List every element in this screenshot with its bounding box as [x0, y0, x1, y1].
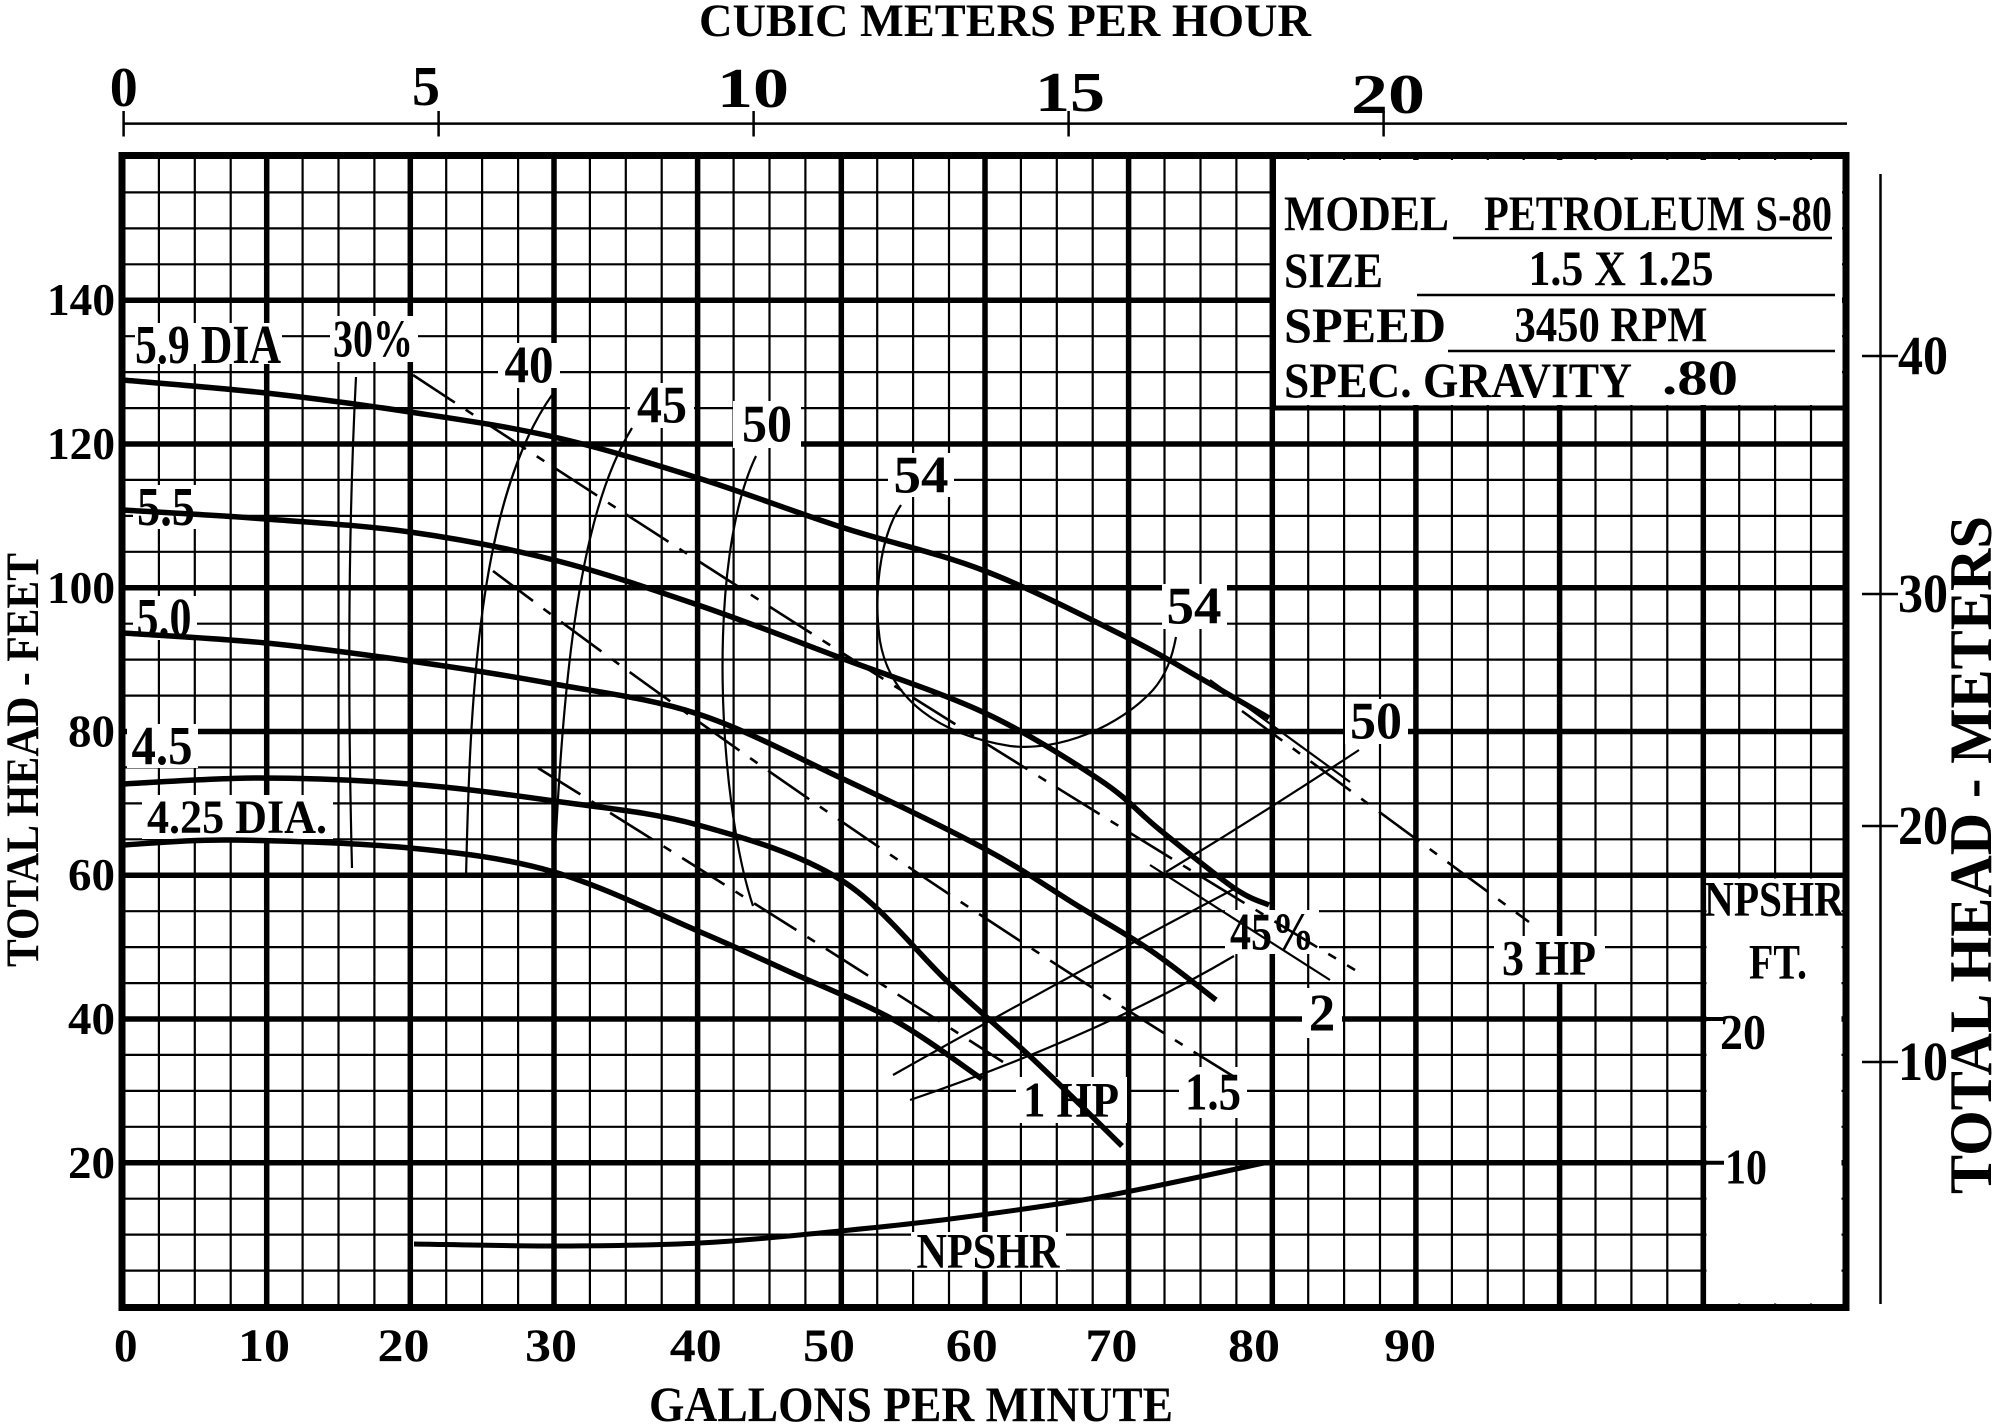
svg-text:2: 2 [1309, 985, 1336, 1043]
svg-text:SIZE: SIZE [1284, 242, 1383, 298]
svg-text:CUBIC METERS PER HOUR: CUBIC METERS PER HOUR [699, 0, 1312, 47]
svg-text:5: 5 [412, 56, 440, 118]
svg-text:15: 15 [1035, 62, 1105, 124]
svg-text:40: 40 [505, 337, 554, 395]
svg-text:120: 120 [47, 418, 115, 469]
svg-text:TOTAL HEAD - METERS: TOTAL HEAD - METERS [1938, 516, 2002, 1194]
svg-text:40: 40 [670, 1320, 722, 1372]
svg-text:1.5: 1.5 [1185, 1064, 1241, 1122]
svg-text:40: 40 [1898, 325, 1948, 386]
svg-text:1.5 X 1.25: 1.5 X 1.25 [1529, 240, 1714, 296]
svg-text:60: 60 [68, 849, 115, 900]
svg-text:SPEC. GRAVITY: SPEC. GRAVITY [1284, 352, 1632, 408]
svg-text:3 HP: 3 HP [1502, 930, 1596, 986]
svg-text:54: 54 [1167, 578, 1222, 636]
svg-text:30%: 30% [333, 311, 413, 369]
svg-text:10: 10 [238, 1320, 290, 1372]
svg-text:50: 50 [742, 396, 792, 454]
svg-text:20: 20 [1351, 64, 1425, 126]
svg-text:5.5: 5.5 [137, 476, 195, 537]
svg-text:NPSHR: NPSHR [917, 1223, 1061, 1279]
svg-text:TOTAL HEAD - FEET: TOTAL HEAD - FEET [0, 553, 49, 967]
svg-text:20: 20 [1720, 1004, 1766, 1060]
svg-text:20: 20 [68, 1137, 115, 1188]
svg-text:30: 30 [1898, 563, 1948, 624]
svg-text:NPSHR: NPSHR [1704, 871, 1845, 927]
svg-text:80: 80 [68, 706, 115, 757]
svg-text:45%: 45% [1230, 904, 1314, 962]
svg-text:5.9 DIA: 5.9 DIA [135, 314, 281, 375]
svg-text:90: 90 [1384, 1320, 1436, 1372]
svg-text:80: 80 [1228, 1320, 1280, 1372]
svg-text:MODEL: MODEL [1284, 185, 1449, 241]
svg-text:0: 0 [110, 57, 138, 119]
svg-text:.80: .80 [1662, 349, 1738, 405]
svg-text:GALLONS PER MINUTE: GALLONS PER MINUTE [649, 1376, 1173, 1424]
svg-text:20: 20 [1898, 795, 1948, 856]
svg-text:70: 70 [1085, 1320, 1137, 1372]
svg-text:100: 100 [47, 562, 115, 613]
svg-text:10: 10 [1898, 1031, 1948, 1092]
svg-text:30: 30 [525, 1320, 577, 1372]
svg-text:40: 40 [68, 993, 115, 1044]
svg-text:20: 20 [378, 1320, 430, 1372]
svg-text:10: 10 [717, 58, 789, 120]
svg-text:0: 0 [114, 1320, 138, 1372]
svg-text:60: 60 [946, 1320, 998, 1372]
svg-text:PETROLEUM S-80: PETROLEUM S-80 [1484, 185, 1832, 241]
svg-text:54: 54 [894, 447, 949, 505]
svg-text:3450 RPM: 3450 RPM [1515, 296, 1708, 352]
svg-text:140: 140 [47, 274, 115, 325]
svg-text:10: 10 [1725, 1139, 1767, 1195]
svg-text:4.5: 4.5 [132, 715, 193, 776]
svg-text:50: 50 [803, 1320, 855, 1372]
svg-text:FT.: FT. [1749, 934, 1807, 990]
svg-text:45: 45 [637, 377, 687, 435]
svg-text:4.25 DIA.: 4.25 DIA. [147, 791, 327, 844]
svg-text:SPEED: SPEED [1284, 297, 1446, 353]
svg-text:50: 50 [1350, 693, 1402, 751]
